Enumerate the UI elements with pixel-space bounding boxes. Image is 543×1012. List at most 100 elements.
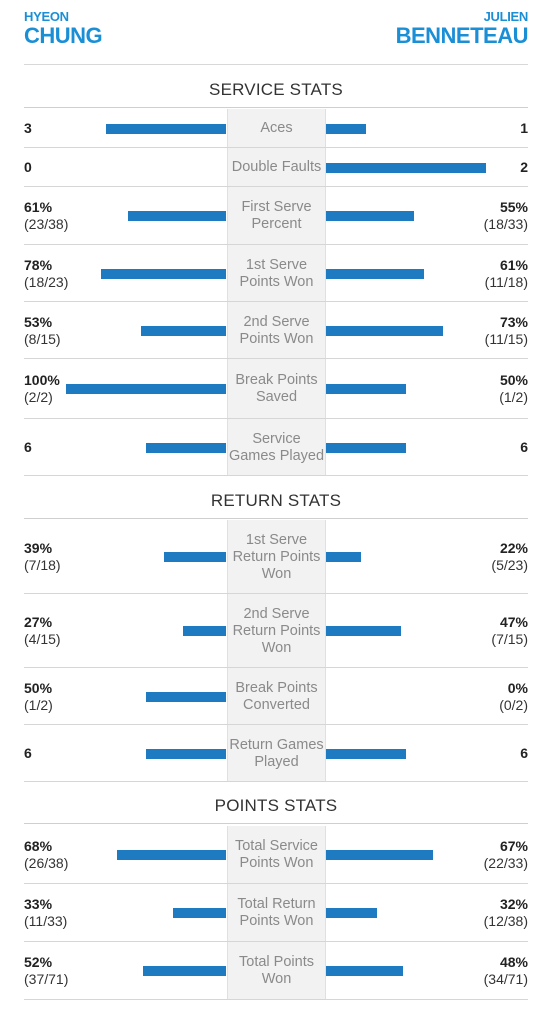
stat-row: 27% (4/15) 2nd Serve Return Points Won 47%(…: [24, 594, 528, 668]
left-value-main: 0: [24, 159, 32, 175]
right-value-detail: (0/2): [499, 696, 528, 713]
right-player-value: 6: [520, 725, 528, 782]
stat-label: 1st Serve Return Points Won: [227, 520, 326, 594]
stat-row: 68% (26/38) Total Service Points Won 67% (22…: [24, 826, 528, 884]
stat-row: 61% (23/38) First Serve Percent 55% (18/33): [24, 187, 528, 245]
left-player-value: 3: [24, 109, 32, 148]
right-value-detail: (11/15): [484, 330, 528, 347]
left-stat-bar: [146, 748, 226, 759]
left-player-value: 61% (23/38): [24, 187, 68, 245]
left-player-value: 53% (8/15): [24, 302, 61, 359]
left-value-detail: (4/15): [24, 631, 61, 647]
left-value-main: 50%: [24, 679, 53, 696]
stat-row: 6 Service Games Played 6: [24, 419, 528, 476]
right-value-main: 61%: [499, 256, 528, 273]
right-value-main: 48%: [499, 954, 528, 970]
left-stat-bar: [106, 123, 226, 134]
right-player-value: 73% (11/15): [485, 302, 528, 359]
right-player-value: 0% (0/2): [499, 668, 528, 725]
stat-label: Break Points Converted: [227, 668, 326, 725]
right-player-value: 1: [520, 109, 528, 148]
right-player-value: 6: [520, 419, 528, 476]
header-divider: [24, 64, 528, 65]
left-player-value: 78% (18/23): [24, 245, 68, 302]
left-value-detail: (37/71): [24, 971, 69, 987]
left-player-value: 27% (4/15): [24, 594, 61, 668]
stat-label: Total Return Points Won: [227, 884, 326, 942]
section-title: RETURN STATS: [24, 481, 528, 519]
player-right-first-name: JULIEN: [483, 9, 529, 24]
left-stat-bar: [141, 325, 226, 336]
left-stat-bar: [146, 442, 226, 453]
left-stat-bar: [173, 908, 226, 918]
left-stat-bar: [66, 384, 226, 394]
right-value-detail: (18/33): [483, 216, 528, 232]
section-title: SERVICE STATS: [24, 70, 528, 108]
players-header: HYEON CHUNG JULIEN BENNETEAU: [0, 0, 543, 66]
left-value-detail: (8/15): [24, 330, 61, 347]
left-value-detail: (23/38): [24, 216, 69, 232]
right-value-detail: (5/23): [491, 557, 528, 573]
stat-row: 39% (7/18) 1st Serve Return Points Won 22%(…: [24, 520, 528, 594]
left-stat-bar: [183, 626, 226, 636]
stat-label: 2nd Serve Return Points Won: [227, 594, 326, 668]
right-stat-bar: [326, 442, 406, 453]
player-right-last-name: BENNETEAU: [395, 23, 529, 48]
stat-row: 33% (11/33) Total Return Points Won 32% (12/…: [24, 884, 528, 942]
left-stat-bar: [117, 850, 226, 860]
right-value-detail: (7/15): [491, 631, 528, 647]
stat-row: 6 Return Games Played 6: [24, 725, 528, 782]
right-value-main: 55%: [499, 199, 528, 215]
right-value-main: 73%: [499, 313, 528, 330]
right-player-value: 32% (12/38): [484, 884, 528, 942]
right-value-detail: (12/38): [483, 913, 528, 929]
right-value-main: 47%: [499, 614, 528, 630]
right-stat-bar: [326, 748, 406, 759]
left-value-main: 3: [24, 120, 32, 136]
right-stat-bar: [326, 384, 406, 394]
left-value-main: 6: [24, 745, 32, 761]
left-stat-bar: [101, 268, 226, 279]
right-value-detail: (1/2): [499, 389, 528, 405]
left-stat-bar: [164, 552, 226, 562]
stat-row: 53% (8/15) 2nd Serve Points Won 73% (11/15): [24, 302, 528, 359]
right-player-value: 55% (18/33): [484, 187, 528, 245]
left-stat-bar: [128, 211, 226, 221]
right-stat-bar: [326, 211, 414, 221]
player-left-first-name: HYEON: [24, 9, 69, 24]
stat-label: 2nd Serve Points Won: [227, 302, 326, 359]
left-value-main: 39%: [24, 540, 53, 556]
left-player-value: 6: [24, 725, 32, 782]
stat-label: Total Service Points Won: [227, 826, 326, 884]
left-value-detail: (1/2): [24, 696, 53, 713]
stat-label: Service Games Played: [227, 419, 326, 476]
right-value-main: 6: [520, 439, 528, 455]
left-value-main: 100%: [24, 372, 60, 388]
right-value-detail: (11/18): [484, 273, 528, 290]
left-value-main: 78%: [24, 256, 53, 273]
right-stat-bar: [326, 325, 443, 336]
left-value-main: 53%: [24, 313, 53, 330]
left-player-value: 39% (7/18): [24, 520, 61, 594]
left-player-value: 50% (1/2): [24, 668, 53, 725]
stat-row: 0 Double Faults 2: [24, 148, 528, 187]
player-left: HYEON CHUNG: [24, 9, 103, 48]
left-player-value: 52% (37/71): [24, 942, 68, 1000]
right-player-value: 22% (5/23): [491, 520, 528, 594]
right-stat-bar: [326, 966, 403, 976]
stat-row: 78% (18/23) 1st Serve Points Won 61% (11/18): [24, 245, 528, 302]
left-value-main: 27%: [24, 614, 53, 630]
left-player-value: 6: [24, 419, 32, 476]
right-stat-bar: [326, 552, 361, 562]
left-value-main: 6: [24, 439, 32, 455]
right-value-main: 32%: [499, 896, 528, 912]
stat-row: 3 Aces 1: [24, 109, 528, 148]
left-stat-bar: [143, 966, 226, 976]
right-value-main: 67%: [499, 838, 528, 854]
left-player-value: 0: [24, 148, 32, 187]
right-player-value: 50% (1/2): [499, 359, 528, 419]
right-value-main: 6: [520, 745, 528, 761]
left-player-value: 68% (26/38): [24, 826, 68, 884]
right-stat-bar: [326, 626, 401, 636]
section-title: POINTS STATS: [24, 786, 528, 824]
